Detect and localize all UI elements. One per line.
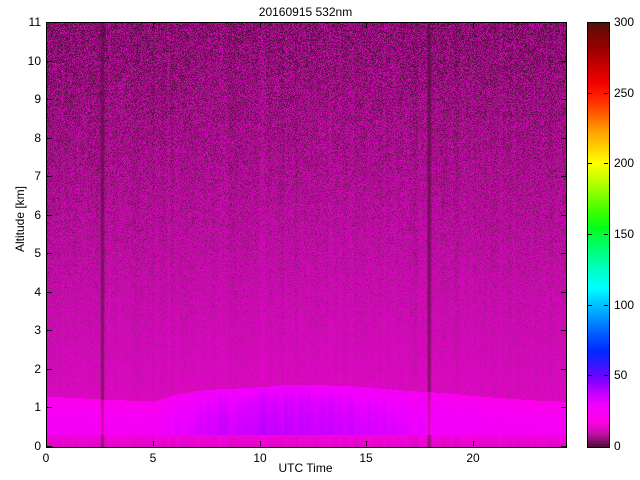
y-tick-mark-right <box>561 369 566 370</box>
y-tick-mark-right <box>561 330 566 331</box>
x-tick-label: 10 <box>253 451 267 465</box>
x-tick-mark <box>260 441 261 446</box>
x-tick-mark-top <box>260 23 261 28</box>
y-tick-label: 6 <box>34 208 41 222</box>
y-tick-mark <box>47 369 52 370</box>
y-tick-mark <box>47 253 52 254</box>
x-axis-title: UTC Time <box>278 461 333 475</box>
y-tick-label: 10 <box>27 54 41 68</box>
colorbar-tick-mark <box>588 93 592 94</box>
x-tick-label: 0 <box>42 451 50 465</box>
y-tick-mark <box>47 407 52 408</box>
y-tick-mark-right <box>561 22 566 23</box>
y-tick-mark <box>47 215 52 216</box>
x-tick-mark-top <box>366 23 367 28</box>
y-tick-mark <box>47 176 52 177</box>
colorbar-tick-label: 50 <box>614 368 628 382</box>
y-tick-mark-right <box>561 215 566 216</box>
x-tick-mark <box>46 441 47 446</box>
y-tick-mark-right <box>561 446 566 447</box>
colorbar-tick-mark-right <box>604 93 608 94</box>
y-tick-mark <box>47 61 52 62</box>
y-tick-mark-right <box>561 99 566 100</box>
heatmap-axes <box>46 22 567 448</box>
y-tick-label: 8 <box>34 131 41 145</box>
y-tick-label: 1 <box>34 400 41 414</box>
page-title: 20160915 532nm <box>258 5 353 19</box>
heatmap-image <box>47 23 566 447</box>
colorbar-tick-label: 300 <box>614 15 635 29</box>
colorbar-tick-mark-right <box>604 234 608 235</box>
y-tick-label: 5 <box>34 246 41 260</box>
x-tick-mark <box>473 441 474 446</box>
x-tick-mark <box>153 441 154 446</box>
y-tick-mark-right <box>561 61 566 62</box>
y-tick-label: 9 <box>34 92 41 106</box>
y-tick-mark-right <box>561 176 566 177</box>
y-tick-label: 7 <box>34 169 41 183</box>
colorbar-tick-label: 0 <box>614 439 621 453</box>
colorbar-tick-label: 100 <box>614 298 635 312</box>
colorbar-tick-label: 200 <box>614 156 635 170</box>
colorbar-tick-label: 250 <box>614 86 635 100</box>
colorbar <box>587 22 610 448</box>
colorbar-tick-mark <box>588 375 592 376</box>
y-tick-mark <box>47 330 52 331</box>
y-tick-mark <box>47 99 52 100</box>
y-axis-title: Altitude [km] <box>13 185 27 253</box>
x-tick-mark-top <box>153 23 154 28</box>
x-tick-mark-top <box>473 23 474 28</box>
y-tick-mark-right <box>561 138 566 139</box>
x-tick-mark-top <box>46 23 47 28</box>
y-tick-label: 11 <box>28 15 41 29</box>
y-tick-mark <box>47 22 52 23</box>
colorbar-tick-mark-right <box>604 305 608 306</box>
y-tick-label: 0 <box>34 439 41 453</box>
y-tick-mark <box>47 446 52 447</box>
x-tick-label: 5 <box>149 451 157 465</box>
x-tick-mark <box>366 441 367 446</box>
colorbar-tick-mark <box>588 305 592 306</box>
colorbar-tick-mark-right <box>604 375 608 376</box>
colorbar-tick-mark <box>588 234 592 235</box>
y-tick-mark <box>47 138 52 139</box>
x-tick-label: 20 <box>466 451 480 465</box>
colorbar-tick-mark <box>588 163 592 164</box>
colorbar-tick-label: 150 <box>614 227 635 241</box>
y-tick-label: 4 <box>34 285 41 299</box>
colorbar-tick-mark-right <box>604 163 608 164</box>
x-tick-label: 15 <box>359 451 373 465</box>
y-tick-label: 3 <box>34 323 41 337</box>
y-tick-mark-right <box>561 253 566 254</box>
y-tick-mark <box>47 292 52 293</box>
y-tick-label: 2 <box>34 362 41 376</box>
y-tick-mark-right <box>561 407 566 408</box>
y-tick-mark-right <box>561 292 566 293</box>
